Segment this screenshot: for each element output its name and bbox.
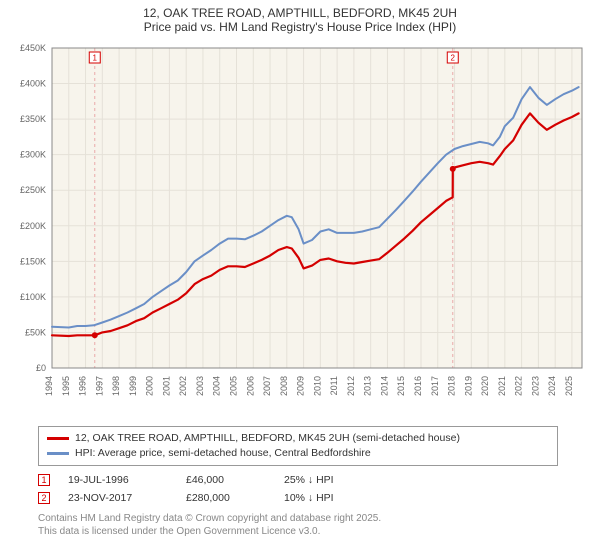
annotation-marker: 1: [38, 474, 50, 486]
svg-text:2022: 2022: [514, 376, 524, 396]
svg-text:£150K: £150K: [20, 256, 46, 266]
svg-text:£200K: £200K: [20, 221, 46, 231]
svg-text:2008: 2008: [279, 376, 289, 396]
svg-text:2016: 2016: [413, 376, 423, 396]
svg-text:2015: 2015: [396, 376, 406, 396]
svg-text:£450K: £450K: [20, 43, 46, 53]
annotation-hpi: 10% ↓ HPI: [284, 492, 374, 504]
title-line-1: 12, OAK TREE ROAD, AMPTHILL, BEDFORD, MK…: [0, 6, 600, 20]
annotation-date: 19-JUL-1996: [68, 474, 168, 486]
chart-area: £0 £50K £100K £150K £200K £250K £300K £350K £400…: [0, 40, 600, 420]
svg-text:2: 2: [451, 54, 456, 63]
credit-line-2: This data is licensed under the Open Gov…: [38, 526, 320, 537]
svg-text:2009: 2009: [296, 376, 306, 396]
svg-text:1997: 1997: [94, 376, 104, 396]
legend-swatch: [47, 437, 69, 440]
svg-text:1: 1: [93, 54, 98, 63]
svg-text:£100K: £100K: [20, 292, 46, 302]
svg-text:2021: 2021: [497, 376, 507, 396]
svg-text:1999: 1999: [128, 376, 138, 396]
svg-text:2002: 2002: [178, 376, 188, 396]
svg-text:2006: 2006: [245, 376, 255, 396]
svg-text:£50K: £50K: [25, 327, 46, 337]
svg-text:2011: 2011: [329, 376, 339, 395]
legend-label: HPI: Average price, semi-detached house,…: [75, 446, 371, 461]
annotation-row: 2 23-NOV-2017 £280,000 10% ↓ HPI: [38, 489, 558, 507]
legend-swatch: [47, 452, 69, 455]
title-line-2: Price paid vs. HM Land Registry's House …: [0, 20, 600, 34]
svg-text:2013: 2013: [363, 376, 373, 396]
svg-text:1998: 1998: [111, 376, 121, 396]
svg-text:2025: 2025: [564, 376, 574, 396]
svg-text:2024: 2024: [547, 376, 557, 396]
svg-text:2003: 2003: [195, 376, 205, 396]
chart-container: 12, OAK TREE ROAD, AMPTHILL, BEDFORD, MK…: [0, 0, 600, 560]
svg-text:2023: 2023: [530, 376, 540, 396]
svg-text:2018: 2018: [447, 376, 457, 396]
svg-text:2020: 2020: [480, 376, 490, 396]
legend-label: 12, OAK TREE ROAD, AMPTHILL, BEDFORD, MK…: [75, 431, 460, 446]
chart-svg: £0 £50K £100K £150K £200K £250K £300K £350K £400…: [0, 40, 600, 420]
svg-text:2010: 2010: [312, 376, 322, 396]
svg-text:£400K: £400K: [20, 79, 46, 89]
svg-text:2001: 2001: [161, 376, 171, 396]
annotation-hpi: 25% ↓ HPI: [284, 474, 374, 486]
annotation-marker: 2: [38, 492, 50, 504]
annotation-table: 1 19-JUL-1996 £46,000 25% ↓ HPI 2 23-NOV-2017…: [38, 471, 558, 507]
svg-text:2005: 2005: [228, 376, 238, 396]
svg-text:2019: 2019: [463, 376, 473, 396]
svg-text:2004: 2004: [212, 376, 222, 396]
svg-text:2014: 2014: [379, 376, 389, 396]
svg-text:£0: £0: [36, 363, 46, 373]
legend: 12, OAK TREE ROAD, AMPTHILL, BEDFORD, MK…: [38, 426, 558, 466]
svg-text:1996: 1996: [78, 376, 88, 396]
svg-text:£250K: £250K: [20, 185, 46, 195]
annotation-row: 1 19-JUL-1996 £46,000 25% ↓ HPI: [38, 471, 558, 489]
credit-text: Contains HM Land Registry data © Crown c…: [38, 513, 578, 538]
legend-row: HPI: Average price, semi-detached house,…: [47, 446, 549, 461]
svg-text:2012: 2012: [346, 376, 356, 396]
legend-row: 12, OAK TREE ROAD, AMPTHILL, BEDFORD, MK…: [47, 431, 549, 446]
svg-text:2017: 2017: [430, 376, 440, 396]
svg-text:2007: 2007: [262, 376, 272, 396]
svg-text:2000: 2000: [145, 376, 155, 396]
annotation-date: 23-NOV-2017: [68, 492, 168, 504]
svg-text:1995: 1995: [61, 376, 71, 396]
annotation-price: £46,000: [186, 474, 266, 486]
annotation-price: £280,000: [186, 492, 266, 504]
svg-text:1994: 1994: [44, 376, 54, 396]
credit-line-1: Contains HM Land Registry data © Crown c…: [38, 513, 381, 524]
svg-text:£300K: £300K: [20, 150, 46, 160]
svg-text:£350K: £350K: [20, 114, 46, 124]
title-block: 12, OAK TREE ROAD, AMPTHILL, BEDFORD, MK…: [0, 0, 600, 34]
